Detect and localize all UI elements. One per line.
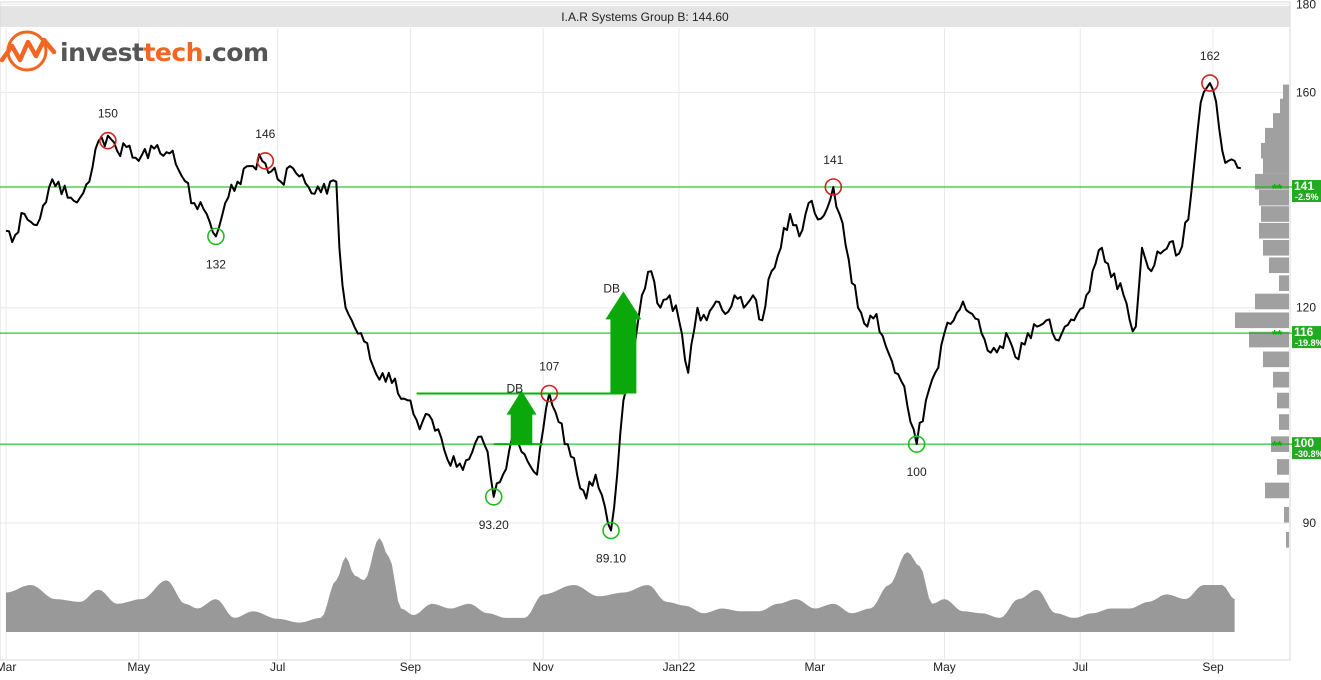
peak-marker <box>99 131 117 150</box>
histogram-bar <box>1263 351 1289 368</box>
logo-mark-icon <box>0 30 57 72</box>
x-tick-label: May <box>933 660 956 674</box>
support-tag <box>1292 437 1321 460</box>
histogram-bar <box>1265 127 1289 144</box>
trough-label: 132 <box>206 257 226 271</box>
trough-label: 89.10 <box>596 552 626 566</box>
histogram-bar <box>1269 257 1289 274</box>
x-tick-label: Mar <box>0 660 16 674</box>
db-label: DB <box>507 382 524 396</box>
support-stars: ** <box>1272 438 1283 453</box>
histogram-bar <box>1255 293 1289 310</box>
histogram-bar <box>1255 173 1289 190</box>
investtech-logo: investtech.com <box>0 30 269 74</box>
histogram-bar <box>1235 312 1289 329</box>
histogram-bar <box>1284 506 1289 523</box>
histogram-bar <box>1279 414 1289 430</box>
chart-title: I.A.R Systems Group B: 144.60 <box>0 6 1290 27</box>
x-tick-label: Jan22 <box>663 660 696 674</box>
x-tick-label: Sep <box>1202 660 1224 674</box>
support-tag <box>1292 180 1321 202</box>
histogram-bar <box>1273 113 1289 129</box>
x-tick-label: May <box>127 660 150 674</box>
histogram-bar <box>1279 275 1289 291</box>
trough-marker <box>207 227 225 246</box>
x-tick-label: Nov <box>532 660 553 674</box>
peak-label: 146 <box>255 127 275 141</box>
peak-marker <box>1201 74 1219 92</box>
price-histogram <box>1235 84 1289 548</box>
histogram-bar <box>1280 98 1289 115</box>
volume-area <box>6 538 1235 632</box>
peak-label: 141 <box>823 153 843 167</box>
db-arrow-small <box>506 390 537 445</box>
support-tag-value: 141 <box>1294 179 1314 193</box>
y-tick-label: 160 <box>1296 85 1316 99</box>
logo-text: investtech.com <box>60 37 269 67</box>
x-tick-label: Jul <box>1073 660 1088 674</box>
y-tick-label: 90 <box>1303 516 1317 530</box>
histogram-bar <box>1259 189 1289 206</box>
y-tick-label: 120 <box>1296 301 1316 315</box>
trough-marker <box>484 488 503 506</box>
support-stars: ** <box>1272 181 1283 196</box>
x-tick-label: Sep <box>400 660 422 674</box>
histogram-bar <box>1283 84 1289 101</box>
support-tag-pct: -2.5% <box>1295 192 1319 202</box>
peak-label: 162 <box>1200 49 1220 63</box>
peak-label: 150 <box>98 107 118 121</box>
support-tag <box>1292 326 1321 349</box>
support-stars: ** <box>1272 327 1283 342</box>
support-tag-value: 100 <box>1294 436 1314 450</box>
x-tick-label: Jul <box>270 660 285 674</box>
histogram-bar <box>1263 239 1289 256</box>
histogram-bar <box>1263 158 1289 174</box>
peak-marker <box>540 384 559 403</box>
peak-label: 107 <box>539 360 559 374</box>
histogram-bar <box>1273 371 1289 388</box>
trough-label: 100 <box>907 465 927 479</box>
histogram-bar <box>1249 331 1289 348</box>
plot-frame <box>0 1 1291 661</box>
histogram-bar <box>1277 459 1289 475</box>
histogram-bar <box>1277 392 1289 409</box>
peak-marker <box>824 178 843 196</box>
histogram-bar <box>1286 532 1289 548</box>
support-tag-value: 116 <box>1294 325 1314 339</box>
trough-marker <box>602 521 620 540</box>
y-tick-label: 180 <box>1296 0 1316 11</box>
histogram-bar <box>1261 206 1289 222</box>
histogram-bar <box>1261 142 1289 159</box>
trough-label: 93.20 <box>479 518 509 532</box>
db-arrow-large <box>605 291 642 394</box>
histogram-bar <box>1259 222 1289 239</box>
support-tag-pct: -19.8% <box>1295 338 1321 348</box>
support-tag-pct: -30.8% <box>1295 449 1321 459</box>
trough-marker <box>907 435 926 453</box>
peak-marker <box>256 152 275 170</box>
x-tick-label: Mar <box>804 660 825 674</box>
db-label: DB <box>603 281 620 295</box>
histogram-bar <box>1265 482 1289 499</box>
